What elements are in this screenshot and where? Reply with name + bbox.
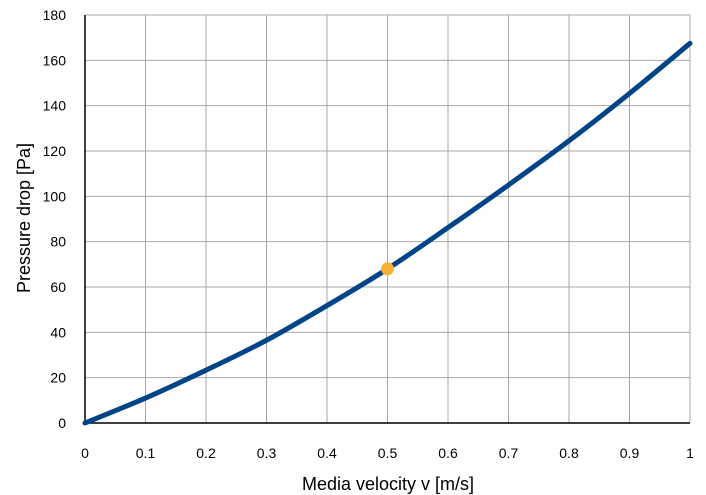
x-tick-label: 1 <box>686 445 694 461</box>
tick-labels: 0 0.1 0.2 0.3 0.4 0.5 0.6 0.7 0.8 0.9 1 0 20 40 60 80 10… <box>43 7 694 461</box>
x-tick-label: 0.4 <box>317 445 337 461</box>
y-tick-label: 120 <box>43 143 67 159</box>
y-tick-label: 20 <box>50 370 66 386</box>
x-axis-title: Media velocity v [m/s] <box>302 474 474 494</box>
markers <box>381 262 394 276</box>
highlight-point <box>381 262 394 276</box>
x-tick-label: 0.1 <box>136 445 156 461</box>
y-axis-title: Pressure drop [Pa] <box>14 143 34 293</box>
y-tick-label: 40 <box>50 324 66 340</box>
axes <box>84 15 690 424</box>
x-tick-label: 0.3 <box>257 445 277 461</box>
x-tick-label: 0.5 <box>378 445 398 461</box>
y-tick-label: 180 <box>43 7 67 23</box>
y-tick-label: 100 <box>43 188 67 204</box>
x-tick-label: 0.8 <box>559 445 579 461</box>
y-tick-label: 160 <box>43 52 67 68</box>
x-tick-label: 0.2 <box>196 445 216 461</box>
x-tick-label: 0.7 <box>499 445 519 461</box>
y-tick-label: 60 <box>50 279 66 295</box>
y-tick-label: 0 <box>58 415 66 431</box>
y-tick-label: 80 <box>50 234 66 250</box>
grid <box>85 14 691 423</box>
x-tick-label: 0.6 <box>438 445 458 461</box>
x-tick-label: 0 <box>81 445 89 461</box>
y-tick-label: 140 <box>43 98 67 114</box>
x-tick-label: 0.9 <box>620 445 640 461</box>
